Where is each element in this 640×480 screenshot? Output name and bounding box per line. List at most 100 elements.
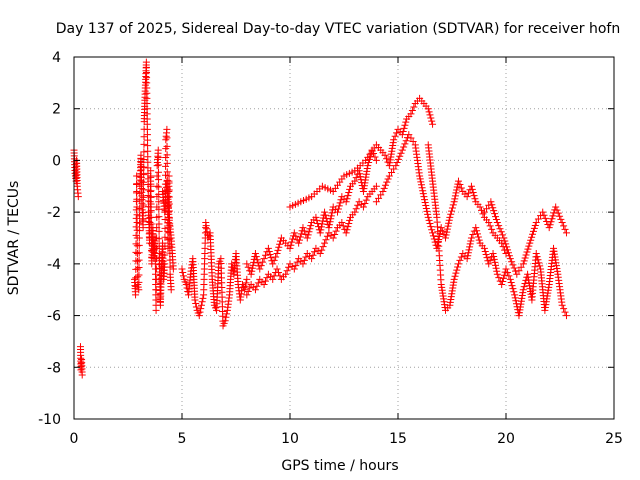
data-point-marker xyxy=(223,310,231,318)
data-point-marker xyxy=(473,227,481,235)
series-points xyxy=(243,182,380,299)
data-point-marker xyxy=(197,305,205,313)
data-point-marker xyxy=(442,234,450,242)
series-points xyxy=(372,131,510,258)
data-point-marker xyxy=(505,272,513,280)
data-point-marker xyxy=(560,305,568,313)
data-point-marker xyxy=(468,185,476,193)
data-point-marker xyxy=(313,216,321,224)
data-point-marker xyxy=(524,245,532,253)
data-point-marker xyxy=(487,198,495,206)
axis-ticks: 0 5 10 15 20 25 -10 -8 -6 -4 -2 0 2 4 xyxy=(38,50,623,447)
data-point-marker xyxy=(500,234,508,242)
data-point-marker xyxy=(429,120,437,128)
data-point-marker xyxy=(398,131,406,139)
data-point-marker xyxy=(316,229,324,237)
data-point-marker xyxy=(283,267,291,275)
data-point-marker xyxy=(380,184,388,192)
data-point-marker xyxy=(352,205,360,213)
data-point-marker xyxy=(165,200,173,208)
data-point-marker xyxy=(521,254,529,262)
data-point-marker xyxy=(155,183,163,191)
data-point-marker xyxy=(276,237,284,245)
data-point-marker xyxy=(270,256,278,264)
data-point-marker xyxy=(502,240,510,248)
data-point-marker xyxy=(557,215,565,223)
data-point-marker xyxy=(163,134,171,142)
data-point-marker xyxy=(451,192,459,200)
data-point-marker xyxy=(134,265,142,273)
data-point-marker xyxy=(558,218,566,226)
series-points xyxy=(178,218,251,330)
data-point-marker xyxy=(408,106,416,114)
data-point-marker xyxy=(424,213,432,221)
data-point-marker xyxy=(346,216,354,224)
series-points xyxy=(76,343,86,379)
data-point-marker xyxy=(464,252,472,260)
data-point-marker xyxy=(182,281,190,289)
data-point-marker xyxy=(272,253,280,261)
data-point-marker xyxy=(504,246,512,254)
data-point-marker xyxy=(492,264,500,272)
data-point-marker xyxy=(285,263,293,271)
data-point-marker xyxy=(495,274,503,282)
data-point-marker xyxy=(531,221,539,229)
data-point-marker xyxy=(135,264,143,272)
data-point-marker xyxy=(456,256,464,264)
data-point-marker xyxy=(303,234,311,242)
data-point-marker xyxy=(529,230,537,238)
data-point-marker xyxy=(465,246,473,254)
data-point-marker xyxy=(540,211,548,219)
data-point-marker xyxy=(319,243,327,251)
series-points xyxy=(243,146,380,278)
data-point-marker xyxy=(147,173,155,181)
data-point-marker xyxy=(256,265,264,273)
data-point-marker xyxy=(282,270,290,278)
data-point-marker xyxy=(153,172,161,180)
data-point-marker xyxy=(421,199,429,207)
data-point-marker xyxy=(329,234,337,242)
y-tick-label: 2 xyxy=(52,102,61,118)
data-point-marker xyxy=(556,212,564,220)
data-point-marker xyxy=(433,241,441,249)
data-point-marker xyxy=(496,225,504,233)
data-point-marker xyxy=(248,264,256,272)
data-point-marker xyxy=(475,236,483,244)
data-point-marker xyxy=(135,271,143,279)
data-point-marker xyxy=(372,182,380,190)
data-point-marker xyxy=(511,291,519,299)
data-point-marker xyxy=(465,189,473,197)
data-point-marker xyxy=(153,224,161,232)
x-tick-label: 0 xyxy=(70,431,79,447)
data-point-marker xyxy=(154,146,162,154)
y-tick-label: 0 xyxy=(52,153,61,169)
data-point-marker xyxy=(552,203,560,211)
data-point-marker xyxy=(253,282,261,290)
data-point-marker xyxy=(479,210,487,218)
data-point-marker xyxy=(489,250,497,258)
data-point-marker xyxy=(541,214,549,222)
data-point-marker xyxy=(135,256,143,264)
data-point-marker xyxy=(147,193,155,201)
x-tick-label: 20 xyxy=(497,431,515,447)
data-point-marker xyxy=(486,256,494,264)
data-point-marker xyxy=(422,204,430,212)
y-tick-label: 4 xyxy=(52,50,61,66)
data-point-marker xyxy=(463,193,471,201)
data-point-marker xyxy=(328,209,336,217)
data-point-marker xyxy=(264,244,272,252)
data-point-marker xyxy=(155,235,163,243)
data-point-marker xyxy=(242,279,250,287)
data-point-marker xyxy=(161,260,169,268)
data-point-marker xyxy=(529,227,537,235)
data-point-marker xyxy=(407,110,415,118)
data-point-marker xyxy=(335,202,343,210)
data-point-marker xyxy=(528,233,536,241)
data-point-marker xyxy=(481,247,489,255)
data-point-marker xyxy=(452,189,460,197)
data-point-marker xyxy=(163,151,171,159)
data-point-marker xyxy=(307,222,315,230)
data-point-marker xyxy=(221,317,229,325)
data-point-marker xyxy=(222,313,230,321)
data-point-marker xyxy=(400,124,408,132)
